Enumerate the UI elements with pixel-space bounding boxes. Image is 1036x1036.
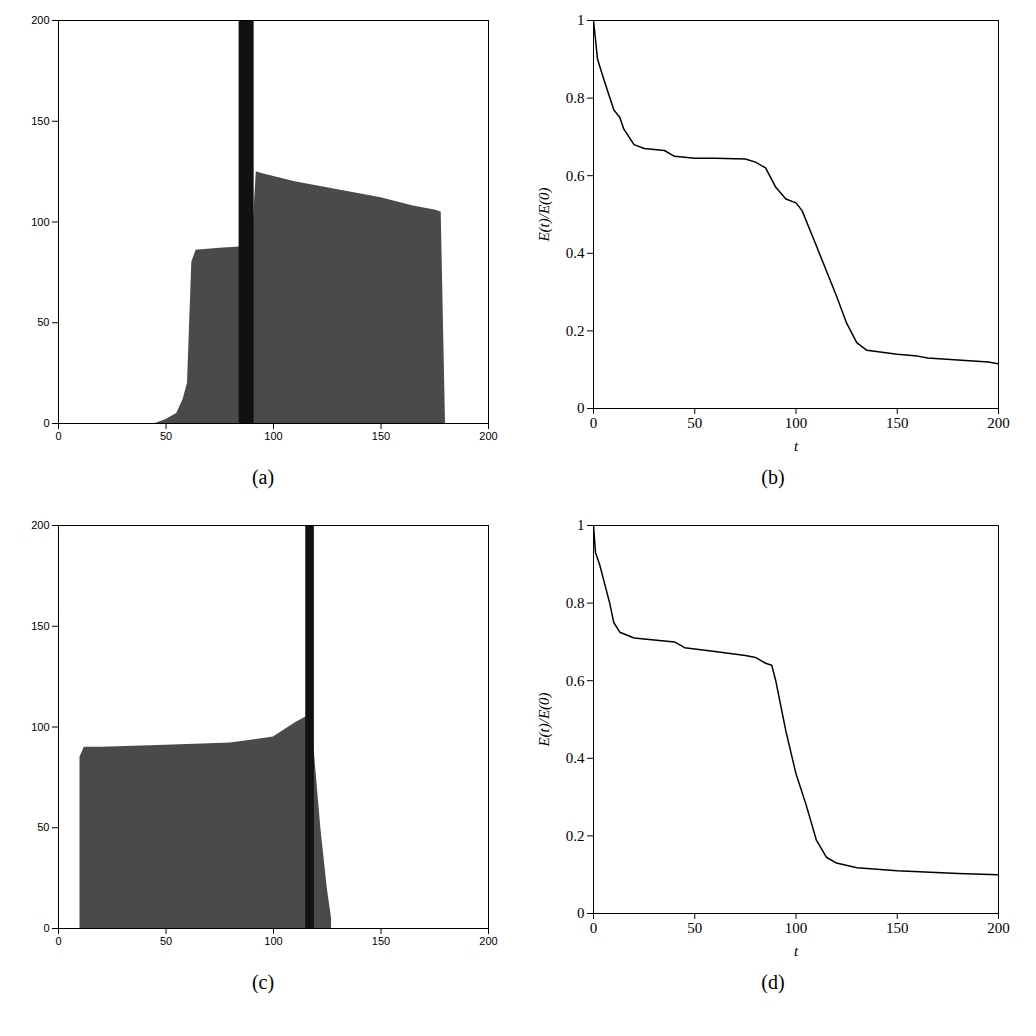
svg-text:50: 50 xyxy=(160,430,172,442)
svg-text:150: 150 xyxy=(886,415,909,431)
svg-text:t: t xyxy=(794,943,799,959)
svg-text:0: 0 xyxy=(55,430,61,442)
svg-text:200: 200 xyxy=(987,920,1010,936)
svg-text:150: 150 xyxy=(372,430,390,442)
svg-text:100: 100 xyxy=(31,721,49,733)
svg-text:200: 200 xyxy=(31,14,49,26)
svg-text:50: 50 xyxy=(37,316,49,328)
svg-text:0.6: 0.6 xyxy=(566,168,585,184)
svg-text:1: 1 xyxy=(577,12,585,28)
svg-text:50: 50 xyxy=(160,935,172,947)
svg-text:0: 0 xyxy=(590,415,598,431)
svg-text:150: 150 xyxy=(372,935,390,947)
svg-text:50: 50 xyxy=(687,920,702,936)
svg-text:100: 100 xyxy=(31,216,49,228)
svg-text:0: 0 xyxy=(43,417,49,429)
html-text:(c): (c) xyxy=(251,971,275,993)
svg-text:0.2: 0.2 xyxy=(566,323,585,339)
svg-text:0.4: 0.4 xyxy=(566,750,585,766)
svg-text:0: 0 xyxy=(590,920,598,936)
svg-text:200: 200 xyxy=(31,519,49,531)
svg-text:50: 50 xyxy=(687,415,702,431)
svg-text:0.6: 0.6 xyxy=(566,673,585,689)
svg-text:0.4: 0.4 xyxy=(566,245,585,261)
svg-text:1: 1 xyxy=(577,517,585,533)
svg-text:50: 50 xyxy=(37,821,49,833)
svg-text:0: 0 xyxy=(577,905,585,921)
svg-text:0: 0 xyxy=(43,922,49,934)
svg-text:100: 100 xyxy=(264,430,282,442)
html-text:(b): (b) xyxy=(761,466,785,488)
svg-text:100: 100 xyxy=(785,920,808,936)
svg-text:200: 200 xyxy=(987,415,1010,431)
svg-text:0.2: 0.2 xyxy=(566,828,585,844)
svg-text:t: t xyxy=(794,438,799,454)
svg-text:0.8: 0.8 xyxy=(566,595,585,611)
svg-text:200: 200 xyxy=(479,430,497,442)
svg-text:100: 100 xyxy=(264,935,282,947)
svg-text:0: 0 xyxy=(55,935,61,947)
svg-text:E(t)/E(0): E(t)/E(0) xyxy=(536,187,553,242)
svg-text:0.8: 0.8 xyxy=(566,90,585,106)
html-text:(a): (a) xyxy=(251,466,275,488)
html-text:(d): (d) xyxy=(761,971,785,993)
svg-text:150: 150 xyxy=(886,920,909,936)
svg-text:150: 150 xyxy=(31,620,49,632)
svg-text:150: 150 xyxy=(31,115,49,127)
svg-text:E(t)/E(0): E(t)/E(0) xyxy=(536,692,553,747)
svg-text:0: 0 xyxy=(577,400,585,416)
svg-text:100: 100 xyxy=(785,415,808,431)
svg-text:200: 200 xyxy=(479,935,497,947)
